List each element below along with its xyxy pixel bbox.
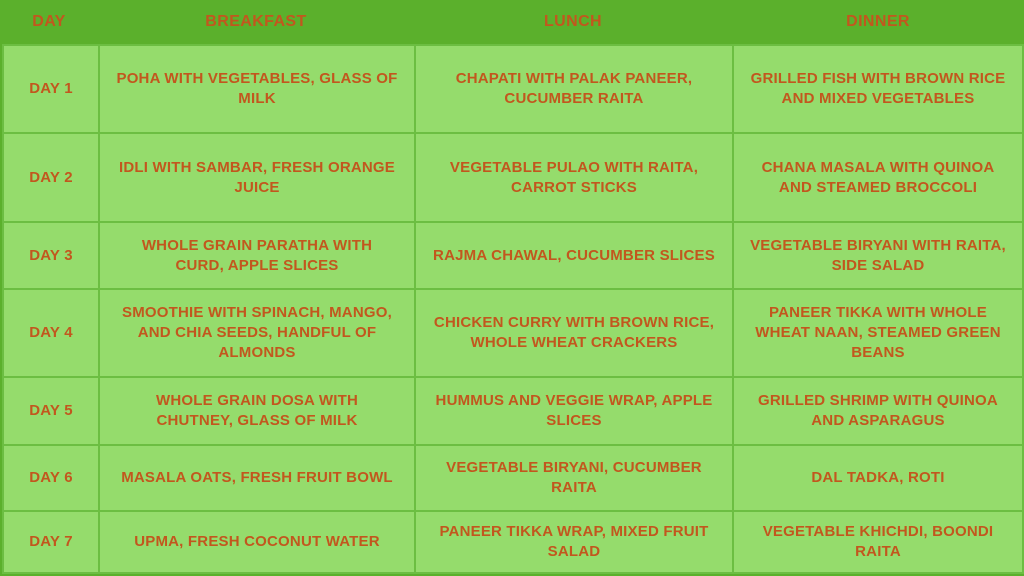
day-cell: DAY 6	[2, 444, 100, 512]
day-cell: DAY 2	[2, 132, 100, 223]
table-row: DAY 2 IDLI WITH SAMBAR, FRESH ORANGE JUI…	[2, 132, 1024, 223]
lunch-cell: VEGETABLE BIRYANI, CUCUMBER RAITA	[414, 444, 734, 512]
header-breakfast: BREAKFAST	[205, 13, 307, 30]
table-row: DAY 5 WHOLE GRAIN DOSA WITH CHUTNEY, GLA…	[2, 376, 1024, 446]
dinner-cell: GRILLED SHRIMP WITH QUINOA AND ASPARAGUS	[732, 376, 1024, 446]
day-cell: DAY 7	[2, 510, 100, 574]
lunch-cell: CHICKEN CURRY WITH BROWN RICE, WHOLE WHE…	[414, 288, 734, 378]
lunch-cell: PANEER TIKKA WRAP, MIXED FRUIT SALAD	[414, 510, 734, 574]
day-cell: DAY 4	[2, 288, 100, 378]
table-row: DAY 7 UPMA, FRESH COCONUT WATER PANEER T…	[2, 510, 1024, 574]
lunch-cell: VEGETABLE PULAO WITH RAITA, CARROT STICK…	[414, 132, 734, 223]
breakfast-cell: WHOLE GRAIN PARATHA WITH CURD, APPLE SLI…	[98, 221, 416, 290]
table-row: DAY 3 WHOLE GRAIN PARATHA WITH CURD, APP…	[2, 221, 1024, 290]
breakfast-cell: SMOOTHIE WITH SPINACH, MANGO, AND CHIA S…	[98, 288, 416, 378]
dinner-cell: PANEER TIKKA WITH WHOLE WHEAT NAAN, STEA…	[732, 288, 1024, 378]
breakfast-cell: IDLI WITH SAMBAR, FRESH ORANGE JUICE	[98, 132, 416, 223]
breakfast-cell: WHOLE GRAIN DOSA WITH CHUTNEY, GLASS OF …	[98, 376, 416, 446]
breakfast-cell: UPMA, FRESH COCONUT WATER	[98, 510, 416, 574]
breakfast-cell: MASALA OATS, FRESH FRUIT BOWL	[98, 444, 416, 512]
day-cell: DAY 1	[2, 44, 100, 134]
dinner-cell: VEGETABLE KHICHDI, BOONDI RAITA	[732, 510, 1024, 574]
dinner-cell: GRILLED FISH WITH BROWN RICE AND MIXED V…	[732, 44, 1024, 134]
header-lunch: LUNCH	[544, 13, 602, 30]
breakfast-cell: POHA WITH VEGETABLES, GLASS OF MILK	[98, 44, 416, 134]
lunch-cell: RAJMA CHAWAL, CUCUMBER SLICES	[414, 221, 734, 290]
meal-plan-table: DAY 1 POHA WITH VEGETABLES, GLASS OF MIL…	[2, 44, 1024, 574]
table-row: DAY 1 POHA WITH VEGETABLES, GLASS OF MIL…	[2, 44, 1024, 134]
dinner-cell: CHANA MASALA WITH QUINOA AND STEAMED BRO…	[732, 132, 1024, 223]
header-day: DAY	[32, 13, 66, 30]
table-row: DAY 6 MASALA OATS, FRESH FRUIT BOWL VEGE…	[2, 444, 1024, 512]
dinner-cell: VEGETABLE BIRYANI WITH RAITA, SIDE SALAD	[732, 221, 1024, 290]
lunch-cell: CHAPATI WITH PALAK PANEER, CUCUMBER RAIT…	[414, 44, 734, 134]
table-row: DAY 4 SMOOTHIE WITH SPINACH, MANGO, AND …	[2, 288, 1024, 378]
header-dinner: DINNER	[846, 13, 910, 30]
dinner-cell: DAL TADKA, ROTI	[732, 444, 1024, 512]
day-cell: DAY 3	[2, 221, 100, 290]
table-header-row: DAY BREAKFAST LUNCH DINNER	[0, 0, 1024, 44]
day-cell: DAY 5	[2, 376, 100, 446]
lunch-cell: HUMMUS AND VEGGIE WRAP, APPLE SLICES	[414, 376, 734, 446]
